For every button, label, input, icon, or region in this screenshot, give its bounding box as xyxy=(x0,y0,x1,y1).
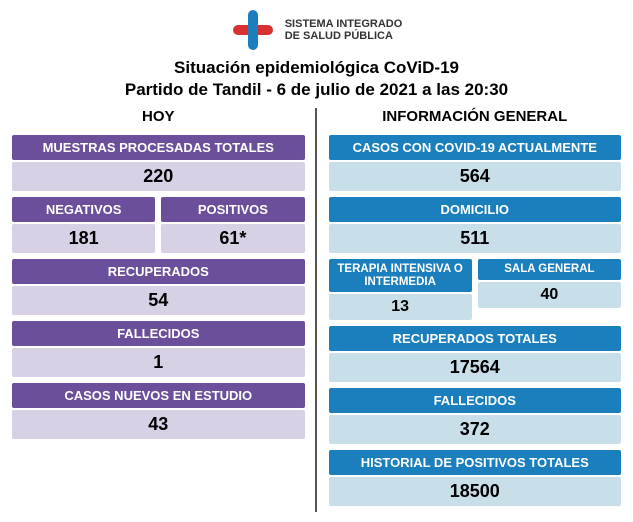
stat-nuevos: CASOS NUEVOS EN ESTUDIO 43 xyxy=(12,383,305,439)
stat-neg-pos: NEGATIVOS 181 POSITIVOS 61* xyxy=(12,197,305,253)
muestras-value: 220 xyxy=(12,162,305,191)
actuales-value: 564 xyxy=(329,162,622,191)
recuperados-tot-value: 17564 xyxy=(329,353,622,382)
negativos-value: 181 xyxy=(12,224,155,253)
brand-line2: DE SALUD PÚBLICA xyxy=(285,30,403,42)
stat-terapia: TERAPIA INTENSIVA O INTERMEDIA 13 xyxy=(329,259,472,320)
fallecidos-tot-label: FALLECIDOS xyxy=(329,388,622,413)
report-container: SISTEMA INTEGRADO DE SALUD PÚBLICA Situa… xyxy=(0,0,633,512)
stat-historial: HISTORIAL DE POSITIVOS TOTALES 18500 xyxy=(329,450,622,506)
stat-recuperados-tot: RECUPERADOS TOTALES 17564 xyxy=(329,326,622,382)
fallecidos-label: FALLECIDOS xyxy=(12,321,305,346)
today-header: HOY xyxy=(12,108,305,125)
column-general: INFORMACIÓN GENERAL CASOS CON COVID-19 A… xyxy=(329,108,622,512)
actuales-label: CASOS CON COVID-19 ACTUALMENTE xyxy=(329,135,622,160)
muestras-label: MUESTRAS PROCESADAS TOTALES xyxy=(12,135,305,160)
terapia-value: 13 xyxy=(329,294,472,320)
stat-domicilio: DOMICILIO 511 xyxy=(329,197,622,253)
recuperados-value: 54 xyxy=(12,286,305,315)
stat-negativos: NEGATIVOS 181 xyxy=(12,197,155,253)
fallecidos-tot-value: 372 xyxy=(329,415,622,444)
recuperados-tot-label: RECUPERADOS TOTALES xyxy=(329,326,622,351)
negativos-label: NEGATIVOS xyxy=(12,197,155,222)
stat-muestras: MUESTRAS PROCESADAS TOTALES 220 xyxy=(12,135,305,191)
stat-fallecidos: FALLECIDOS 1 xyxy=(12,321,305,377)
recuperados-label: RECUPERADOS xyxy=(12,259,305,284)
stat-actuales: CASOS CON COVID-19 ACTUALMENTE 564 xyxy=(329,135,622,191)
stat-recuperados: RECUPERADOS 54 xyxy=(12,259,305,315)
stat-fallecidos-tot: FALLECIDOS 372 xyxy=(329,388,622,444)
stat-positivos: POSITIVOS 61* xyxy=(161,197,304,253)
general-header: INFORMACIÓN GENERAL xyxy=(329,108,622,125)
cross-logo-icon xyxy=(231,8,275,52)
logo-row: SISTEMA INTEGRADO DE SALUD PÚBLICA xyxy=(12,8,621,52)
brand-text: SISTEMA INTEGRADO DE SALUD PÚBLICA xyxy=(285,18,403,42)
historial-label: HISTORIAL DE POSITIVOS TOTALES xyxy=(329,450,622,475)
columns: HOY MUESTRAS PROCESADAS TOTALES 220 NEGA… xyxy=(12,108,621,512)
stat-sala: SALA GENERAL 40 xyxy=(478,259,621,320)
sala-label: SALA GENERAL xyxy=(478,259,621,280)
sala-value: 40 xyxy=(478,282,621,308)
column-today: HOY MUESTRAS PROCESADAS TOTALES 220 NEGA… xyxy=(12,108,317,512)
positivos-value: 61* xyxy=(161,224,304,253)
stat-camas: TERAPIA INTENSIVA O INTERMEDIA 13 SALA G… xyxy=(329,259,622,320)
brand-line1: SISTEMA INTEGRADO xyxy=(285,18,403,30)
nuevos-value: 43 xyxy=(12,410,305,439)
fallecidos-value: 1 xyxy=(12,348,305,377)
domicilio-label: DOMICILIO xyxy=(329,197,622,222)
domicilio-value: 511 xyxy=(329,224,622,253)
positivos-label: POSITIVOS xyxy=(161,197,304,222)
nuevos-label: CASOS NUEVOS EN ESTUDIO xyxy=(12,383,305,408)
terapia-label: TERAPIA INTENSIVA O INTERMEDIA xyxy=(329,259,472,292)
report-title: Situación epidemiológica CoViD-19 xyxy=(12,58,621,78)
report-subtitle: Partido de Tandil - 6 de julio de 2021 a… xyxy=(12,80,621,100)
historial-value: 18500 xyxy=(329,477,622,506)
